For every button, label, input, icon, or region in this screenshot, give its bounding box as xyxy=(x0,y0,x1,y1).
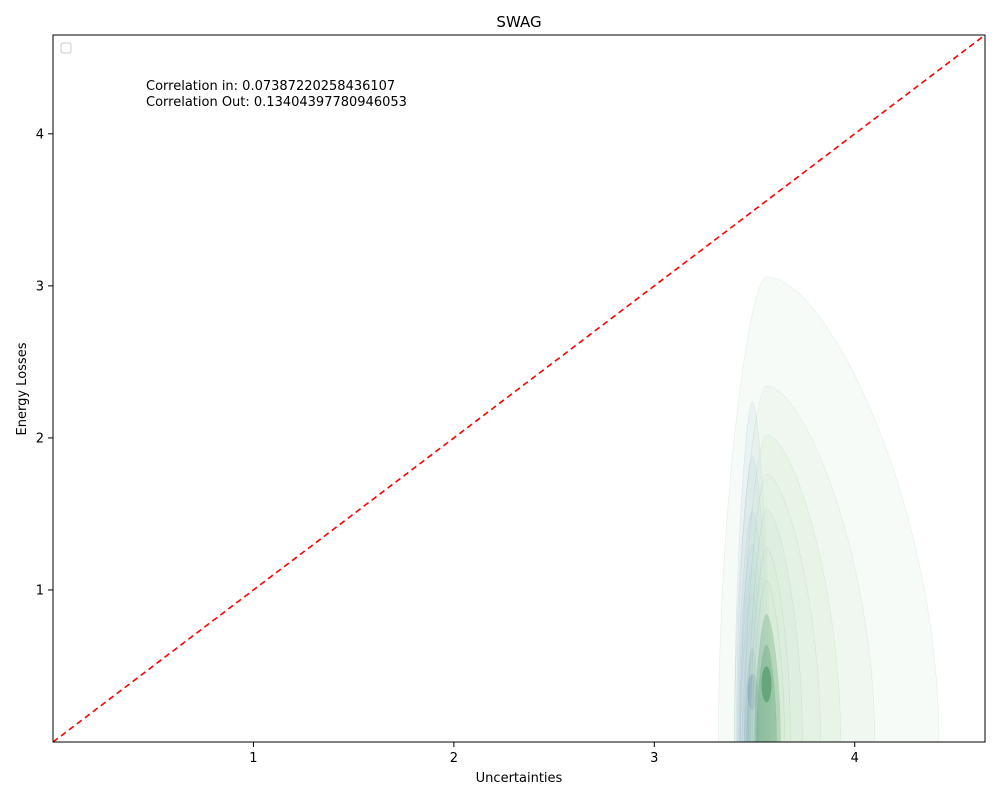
contour-band-series-2 xyxy=(718,276,940,742)
x-tick-label: 2 xyxy=(450,751,458,766)
density-peak-series-2 xyxy=(761,666,772,703)
x-tick-label: 3 xyxy=(650,751,658,766)
x-tick-label: 1 xyxy=(249,751,257,766)
y-tick-label: 3 xyxy=(36,279,44,294)
contour-band-series-2 xyxy=(750,547,791,742)
density-contours xyxy=(718,276,940,742)
reference-diagonal-line xyxy=(53,35,985,742)
y-tick-label: 1 xyxy=(36,583,44,598)
contour-band-series-1 xyxy=(737,510,768,742)
contour-band-series-1 xyxy=(738,544,766,742)
empty-legend-box xyxy=(60,42,72,54)
contour-band-series-2 xyxy=(740,434,841,742)
contour-band-series-1 xyxy=(734,401,771,742)
contour-band-series-1 xyxy=(740,592,762,742)
contour-band-series-2 xyxy=(752,580,785,742)
x-tick-label: 4 xyxy=(851,751,859,766)
x-axis-ticks: 1 2 3 4 xyxy=(249,742,859,766)
y-tick-label: 4 xyxy=(36,127,44,142)
density-peak-series-1 xyxy=(747,673,758,710)
contour-band-series-1 xyxy=(736,455,770,742)
correlation-out-annotation: Correlation Out: 0.13404397780946053 xyxy=(146,95,407,110)
contour-band-series-2 xyxy=(734,385,876,742)
chart-title: SWAG xyxy=(496,13,541,31)
correlation-in-annotation: Correlation in: 0.07387220258436107 xyxy=(146,79,395,94)
y-axis-label: Energy Losses xyxy=(15,342,30,435)
plot-frame xyxy=(52,34,986,743)
y-tick-label: 2 xyxy=(36,431,44,446)
y-axis-ticks: 1 2 3 4 xyxy=(36,127,53,598)
x-axis-label: Uncertainties xyxy=(476,771,563,786)
